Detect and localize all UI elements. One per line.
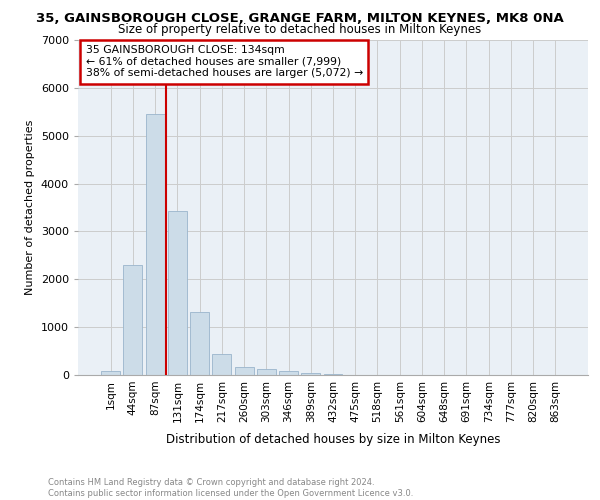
Text: 35, GAINSBOROUGH CLOSE, GRANGE FARM, MILTON KEYNES, MK8 0NA: 35, GAINSBOROUGH CLOSE, GRANGE FARM, MIL… [36, 12, 564, 26]
Bar [279, 371, 298, 375]
Bar [235, 366, 254, 375]
Text: 35 GAINSBOROUGH CLOSE: 134sqm
← 61% of detached houses are smaller (7,999)
38% o: 35 GAINSBOROUGH CLOSE: 134sqm ← 61% of d… [86, 45, 363, 78]
Bar [301, 373, 320, 375]
Bar [124, 265, 142, 375]
Bar [168, 212, 187, 375]
Bar [257, 370, 276, 375]
Bar [146, 114, 164, 375]
Bar [190, 312, 209, 375]
Text: Contains HM Land Registry data © Crown copyright and database right 2024.
Contai: Contains HM Land Registry data © Crown c… [48, 478, 413, 498]
Bar [323, 374, 343, 375]
Y-axis label: Number of detached properties: Number of detached properties [25, 120, 35, 295]
Text: Distribution of detached houses by size in Milton Keynes: Distribution of detached houses by size … [166, 432, 500, 446]
Text: Size of property relative to detached houses in Milton Keynes: Size of property relative to detached ho… [118, 22, 482, 36]
Bar [212, 354, 231, 375]
Bar [101, 371, 120, 375]
